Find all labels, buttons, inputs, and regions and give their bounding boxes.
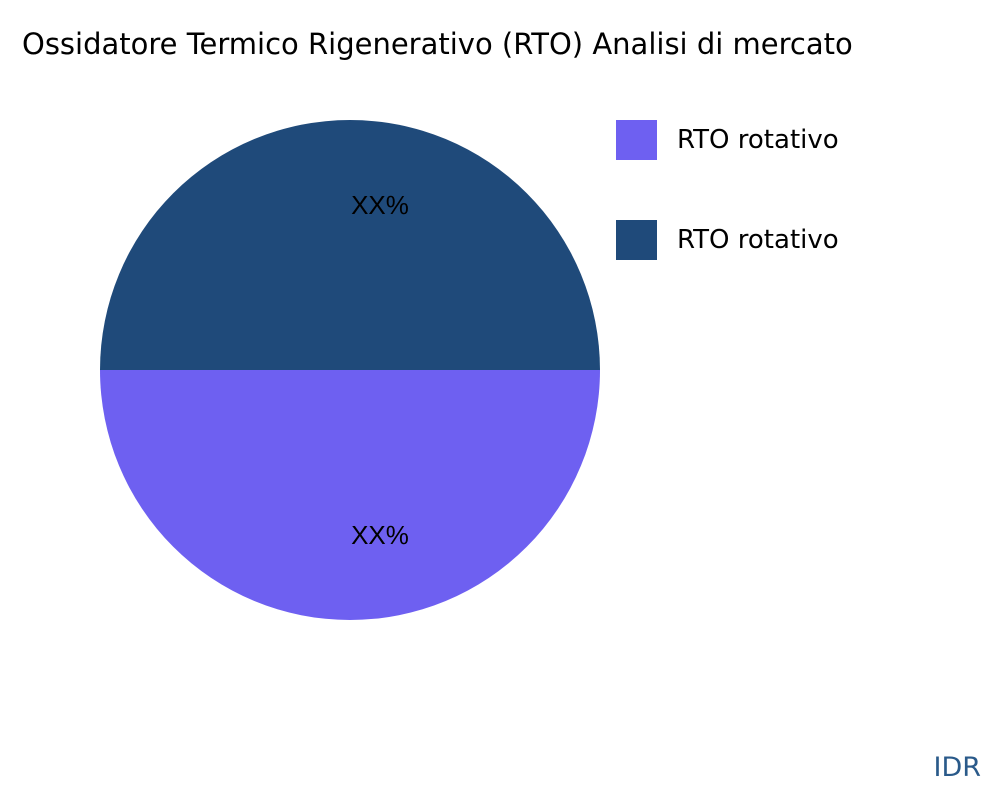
- legend-swatch: [616, 220, 657, 260]
- legend-label: RTO rotativo: [677, 225, 839, 255]
- slice-data-label: XX%: [351, 190, 409, 220]
- legend-item: RTO rotativo: [616, 220, 839, 260]
- legend-label: RTO rotativo: [677, 125, 839, 155]
- brand-logo: IDR: [933, 752, 981, 783]
- legend-swatch: [616, 120, 657, 160]
- slice-data-label: XX%: [351, 520, 409, 550]
- pie-slice: [100, 370, 600, 620]
- legend-item: RTO rotativo: [616, 120, 839, 160]
- chart-title: Ossidatore Termico Rigenerativo (RTO) An…: [22, 27, 853, 61]
- pie-slice: [100, 120, 600, 370]
